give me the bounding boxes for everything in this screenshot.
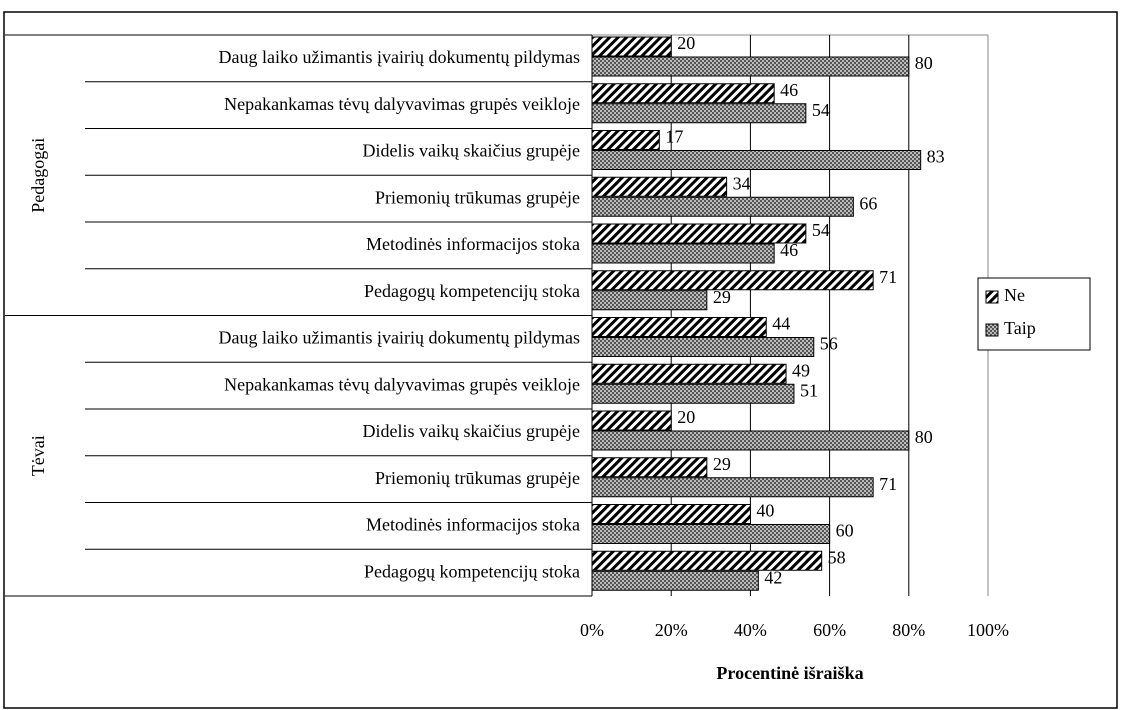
bar bbox=[591, 196, 854, 217]
y-tick-label: Nepakankamas tėvų dalyvavimas grupės vei… bbox=[224, 374, 580, 394]
data-label: 49 bbox=[792, 360, 810, 380]
group-label: Tėvai bbox=[28, 435, 48, 476]
bar bbox=[591, 223, 807, 244]
bar bbox=[591, 410, 672, 431]
y-tick-label: Pedagogų kompetencijų stoka bbox=[364, 281, 580, 301]
bar bbox=[591, 363, 787, 384]
legend-label: Ne bbox=[1004, 285, 1025, 305]
y-tick-label: Daug laiko užimantis įvairių dokumentų p… bbox=[219, 328, 580, 348]
legend-swatch bbox=[985, 323, 999, 337]
bar bbox=[591, 56, 910, 77]
bar bbox=[591, 176, 728, 197]
y-tick-label: Didelis vaikų skaičius grupėje bbox=[363, 141, 580, 161]
x-axis-title: Procentinė išraiška bbox=[716, 663, 863, 683]
bar bbox=[591, 383, 795, 404]
data-label: 54 bbox=[812, 100, 830, 120]
data-label: 42 bbox=[764, 567, 782, 587]
bar bbox=[591, 83, 775, 104]
data-label: 83 bbox=[927, 147, 945, 167]
x-tick-label: 0% bbox=[580, 620, 604, 640]
bar bbox=[591, 430, 910, 451]
y-tick-label: Metodinės informacijos stoka bbox=[366, 234, 580, 254]
bar bbox=[591, 290, 708, 311]
data-label: 71 bbox=[879, 267, 897, 287]
x-tick-label: 40% bbox=[734, 620, 767, 640]
data-label: 46 bbox=[780, 240, 798, 260]
bar bbox=[591, 477, 874, 498]
data-label: 29 bbox=[713, 287, 731, 307]
x-tick-label: 100% bbox=[967, 620, 1009, 640]
bar bbox=[591, 270, 874, 291]
data-label: 34 bbox=[733, 173, 751, 193]
data-label: 29 bbox=[713, 454, 731, 474]
bar bbox=[591, 150, 922, 170]
bar bbox=[591, 524, 831, 544]
data-label: 71 bbox=[879, 474, 897, 494]
legend-swatch bbox=[985, 290, 999, 304]
data-label: 80 bbox=[915, 53, 933, 73]
x-tick-label: 60% bbox=[813, 620, 846, 640]
y-tick-label: Nepakankamas tėvų dalyvavimas grupės vei… bbox=[224, 94, 580, 114]
y-tick-label: Pedagogų kompetencijų stoka bbox=[364, 561, 580, 581]
bar bbox=[591, 243, 775, 264]
data-label: 44 bbox=[772, 314, 790, 334]
data-label: 20 bbox=[677, 407, 695, 427]
bar bbox=[591, 36, 672, 57]
frame bbox=[3, 11, 1118, 709]
y-tick-label: Priemonių trūkumas grupėje bbox=[375, 468, 580, 488]
data-label: 54 bbox=[812, 220, 830, 240]
y-tick-label: Daug laiko užimantis įvairių dokumentų p… bbox=[219, 47, 580, 67]
bar bbox=[591, 130, 660, 150]
legend-box bbox=[977, 277, 1091, 351]
data-label: 40 bbox=[756, 501, 774, 521]
y-tick-label: Metodinės informacijos stoka bbox=[366, 515, 580, 535]
x-tick-label: 20% bbox=[655, 620, 688, 640]
bar bbox=[591, 317, 767, 337]
bar bbox=[591, 570, 759, 591]
legend-label: Taip bbox=[1004, 318, 1036, 338]
data-label: 20 bbox=[677, 33, 695, 53]
data-label: 60 bbox=[836, 521, 854, 541]
data-label: 80 bbox=[915, 427, 933, 447]
y-tick-label: Didelis vaikų skaičius grupėje bbox=[363, 421, 580, 441]
data-label: 56 bbox=[820, 334, 838, 354]
x-tick-label: 80% bbox=[892, 620, 925, 640]
y-tick-label: Priemonių trūkumas grupėje bbox=[375, 187, 580, 207]
bar bbox=[591, 337, 815, 357]
data-label: 66 bbox=[859, 193, 877, 213]
bar bbox=[591, 103, 807, 124]
bar bbox=[591, 550, 823, 571]
data-label: 58 bbox=[828, 547, 846, 567]
group-label: Pedagogai bbox=[28, 138, 48, 213]
bar bbox=[591, 504, 751, 524]
data-label: 17 bbox=[665, 127, 683, 147]
data-label: 46 bbox=[780, 80, 798, 100]
bar bbox=[591, 457, 708, 478]
data-label: 51 bbox=[800, 380, 818, 400]
